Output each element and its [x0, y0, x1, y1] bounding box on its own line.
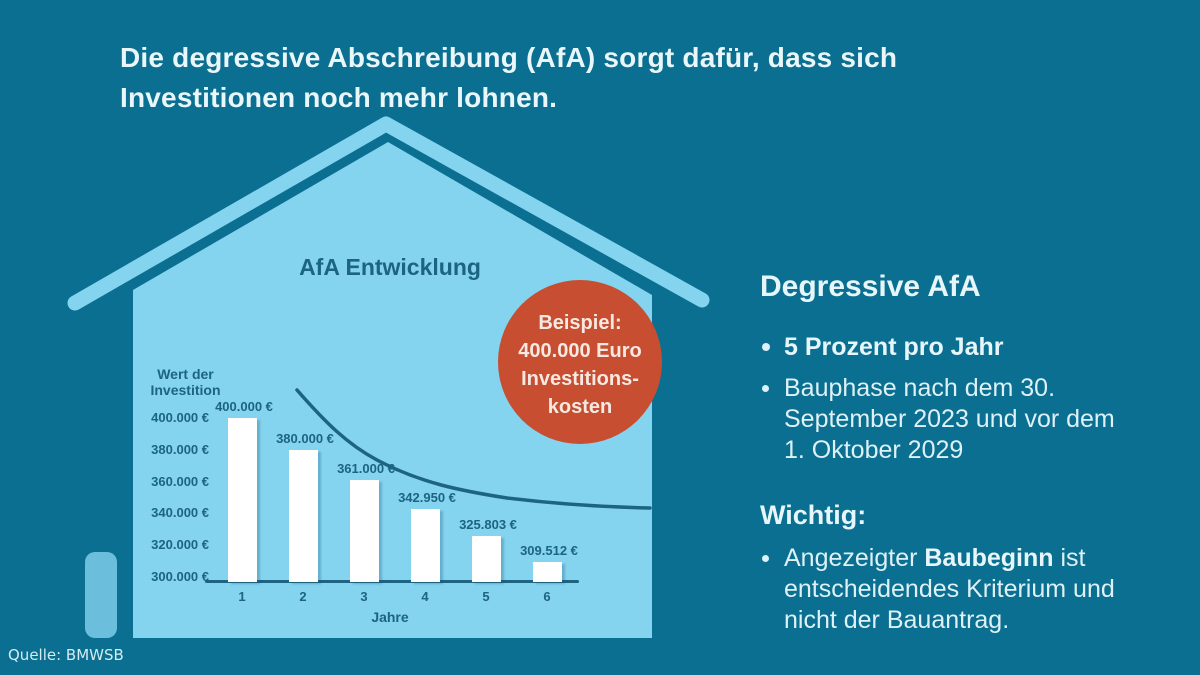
bullet-icon: [760, 373, 784, 466]
badge-line3: Investitions-: [521, 368, 639, 390]
y-tick-label: 320.000 €: [151, 537, 209, 553]
badge-line2: 400.000 Euro: [518, 340, 642, 362]
y-tick-label: 300.000 €: [151, 569, 209, 584]
bar: [288, 449, 318, 582]
house-body-icon: [133, 142, 652, 638]
x-axis-label: Jahre: [371, 609, 409, 625]
y-tick-label: 380.000 €: [151, 441, 209, 457]
x-tick-label: 2: [299, 589, 307, 604]
example-badge: Beispiel: 400.000 Euro Investitions- kos…: [498, 280, 662, 444]
y-axis-label: Wert der Investition: [150, 366, 221, 398]
bullet-icon: [760, 332, 784, 363]
bullet-text-mixed: Angezeigter Baubeginn ist entscheidendes…: [784, 543, 1134, 636]
bullet-text: Bauphase nach dem 30. September 2023 und…: [784, 374, 1115, 464]
panel-subheading: Wichtig:: [760, 500, 867, 530]
trend-curve: [295, 388, 652, 510]
bar-value-label: 309.512 €: [520, 542, 578, 558]
bar: [471, 535, 501, 582]
bar-value-label: 361.000 €: [337, 461, 395, 476]
important-prefix: Angezeigter: [784, 544, 925, 572]
x-tick-label: 1: [238, 589, 246, 604]
x-tick-label: 4: [421, 589, 429, 604]
list-item: Angezeigter Baubeginn ist entscheidendes…: [760, 543, 1160, 636]
panel-heading: Degressive AfA: [760, 270, 981, 303]
source-credit: Quelle: BMWSB: [8, 646, 124, 664]
bar-value-label: 325.803 €: [459, 516, 517, 532]
bar-value-label: 400.000 €: [215, 399, 273, 414]
page-title: Die degressive Abschreibung (AfA) sorgt …: [120, 38, 1020, 118]
badge-line4: kosten: [547, 396, 613, 418]
roof-icon: [67, 116, 710, 311]
important-bold-word: Baubeginn: [924, 544, 1054, 572]
chimney-icon: [85, 552, 117, 638]
bar: [227, 418, 257, 582]
y-tick-label: 400.000 €: [151, 410, 209, 425]
list-item: 5 Prozent pro Jahr: [760, 332, 1160, 363]
important-suffix: ist entscheidendes Kriterium und nicht d…: [784, 544, 1115, 634]
bar-value-label: 342.950 €: [398, 489, 456, 505]
x-tick-label: 3: [360, 589, 368, 604]
bullet-icon: [760, 543, 784, 636]
bar: [532, 561, 562, 582]
chart-title: AfA Entwicklung: [299, 254, 481, 280]
x-tick-label: 6: [543, 589, 551, 604]
x-axis-line: [205, 580, 579, 583]
bar-value-label: 380.000 €: [276, 430, 334, 446]
page-title-line2: Investitionen noch mehr lohnen.: [120, 82, 558, 113]
page-title-line1: Die degressive Abschreibung (AfA) sorgt …: [120, 42, 898, 73]
badge-line1: Beispiel:: [538, 312, 622, 334]
y-tick-label: 360.000 €: [151, 473, 209, 489]
y-tick-label: 340.000 €: [151, 505, 209, 521]
x-tick-label: 5: [482, 589, 490, 604]
bar: [349, 480, 379, 582]
bullet-text-bold: 5 Prozent pro Jahr: [784, 333, 1004, 361]
info-panel: Degressive AfA 5 Prozent pro Jahr Baupha…: [760, 270, 1160, 646]
bar: [410, 508, 440, 582]
list-item: Bauphase nach dem 30. September 2023 und…: [760, 373, 1160, 466]
